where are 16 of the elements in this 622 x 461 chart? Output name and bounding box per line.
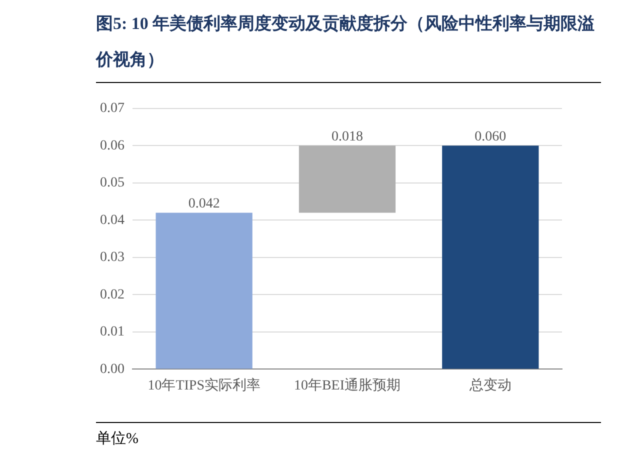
y-tick-label: 0.05 (100, 176, 124, 191)
y-tick-label: 0.07 (100, 101, 124, 116)
chart-title: 图5: 10 年美债利率周度变动及贡献度拆分（风险中性利率与期限溢价视角） (96, 6, 601, 83)
data-label: 0.018 (332, 129, 363, 144)
y-tick-label: 0.06 (100, 138, 124, 154)
text: 单位% (96, 422, 601, 448)
data-label: 0.042 (188, 196, 220, 212)
x-tick-label: 10年BEI通胀预期 (294, 377, 401, 394)
y-tick-label: 0.01 (100, 324, 124, 340)
y-tick-label: 0.00 (100, 362, 124, 377)
data-label: 0.060 (474, 129, 506, 144)
y-tick-label: 0.02 (100, 287, 124, 302)
y-tick-label: 0.03 (100, 250, 124, 266)
y-tick-label: 0.04 (100, 212, 124, 228)
x-tick-label: 10年TIPS实际利率 (148, 377, 260, 394)
x-tick-label: 总变动 (468, 377, 512, 394)
